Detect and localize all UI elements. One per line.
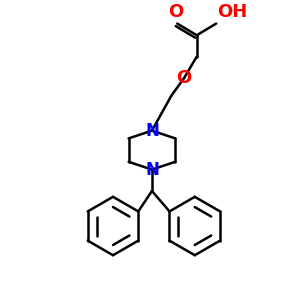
Text: O: O [168,3,183,21]
Text: N: N [145,122,159,140]
Text: N: N [145,160,159,178]
Text: O: O [176,69,192,87]
Text: OH: OH [217,3,247,21]
